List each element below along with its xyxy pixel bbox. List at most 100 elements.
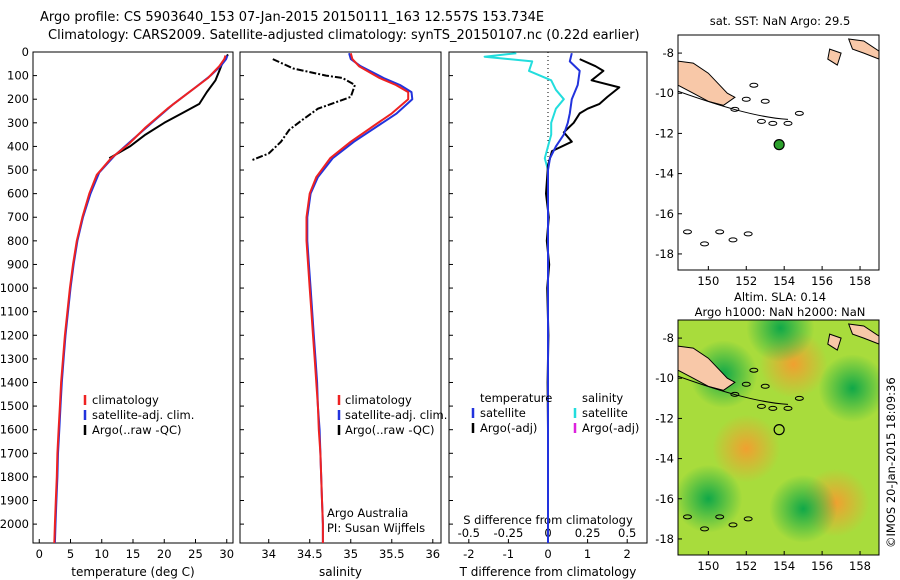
salinity-axis-label: salinity <box>319 565 362 579</box>
x-tick-label: 25 <box>188 547 203 561</box>
y-tick-label: 1800 <box>0 470 29 484</box>
y-tick-label: 300 <box>7 116 29 130</box>
annotation-pi: PI: Susan Wijffels <box>327 521 425 535</box>
island-outline <box>760 98 770 104</box>
island-outline <box>783 405 793 411</box>
y-tick-label: 900 <box>7 257 29 271</box>
map-y-tick-label: -18 <box>655 532 674 546</box>
annotation-institution: Argo Australia <box>327 506 408 520</box>
solomon-islands-landmass <box>847 38 879 60</box>
island-landmass <box>827 48 842 66</box>
map-y-tick-label: -14 <box>655 167 674 181</box>
y-tick-label: 100 <box>7 69 29 83</box>
island-outline <box>741 96 751 102</box>
x-tick-label: 35.5 <box>379 547 405 561</box>
map-frame <box>677 319 880 556</box>
island-outline <box>768 405 778 411</box>
y-tick-label: 600 <box>7 187 29 201</box>
y-tick-label: 1200 <box>0 328 29 342</box>
y-tick-label: 200 <box>7 92 29 106</box>
x-tick-label: -1 <box>503 547 514 561</box>
map-y-tick-label: -14 <box>655 452 674 466</box>
island-outline <box>760 383 770 389</box>
x-tick-label: 15 <box>126 547 141 561</box>
s-tick-label: -0.5 <box>458 526 480 540</box>
y-tick-label: 1000 <box>0 281 29 295</box>
sst-map-panel: 150 152 154 156 158 -8 -10 -12 -14 -16 -18 sat. SST… <box>655 14 880 288</box>
island-outline <box>749 367 759 373</box>
profile-title-line1: Argo profile: CS 5903640_153 07-Jan-2015… <box>40 10 545 25</box>
difference-series-line <box>547 52 581 543</box>
x-tick-label: 20 <box>157 547 172 561</box>
temperature-panel: 0100200300400500600700800900100011001200… <box>0 45 234 579</box>
sla-anomaly-blob <box>712 414 781 483</box>
island-outline <box>756 118 766 124</box>
sla-map-title-line1: Altim. SLA: 0.14 <box>734 290 826 304</box>
map-y-tick-label: -16 <box>655 207 674 221</box>
island-outline <box>728 237 738 243</box>
island-outline <box>728 522 738 528</box>
island-landmass <box>827 333 842 351</box>
x-tick-label: 35 <box>343 547 358 561</box>
legend-title-salinity: salinity <box>582 391 623 405</box>
argo-float-marker <box>773 139 785 151</box>
map-x-tick-label: 156 <box>811 559 833 573</box>
x-tick-label: 0 <box>36 547 43 561</box>
x-tick-label: 0 <box>544 547 551 561</box>
map-x-tick-label: 154 <box>773 274 795 288</box>
legend-label: Argo(..raw -QC) <box>345 423 435 437</box>
x-tick-label: 10 <box>94 547 109 561</box>
map-y-tick-label: -10 <box>655 86 674 100</box>
legend-label: climatology <box>92 393 159 407</box>
island-outline <box>700 526 710 532</box>
island-outline <box>682 229 692 235</box>
s-tick-label: 0.5 <box>618 526 636 540</box>
legend-label: Argo(-adj) <box>480 421 537 435</box>
x-tick-label: 34 <box>261 547 276 561</box>
y-tick-label: 2000 <box>0 517 29 531</box>
temperature-axis-label: temperature (deg C) <box>71 565 194 579</box>
map-y-tick-label: -12 <box>655 126 674 140</box>
x-tick-label: -2 <box>463 547 474 561</box>
map-x-tick-label: 150 <box>697 559 719 573</box>
x-tick-label: 5 <box>67 547 74 561</box>
island-outline <box>730 106 740 112</box>
papua-new-guinea-landmass <box>678 345 736 391</box>
island-outline <box>743 516 753 522</box>
island-outline <box>682 514 692 520</box>
x-tick-label: 34.5 <box>297 547 323 561</box>
y-tick-label: 1900 <box>0 494 29 508</box>
island-outline <box>783 120 793 126</box>
legend-label: satellite <box>480 406 526 420</box>
profile-title-line2: Climatology: CARS2009. Satellite-adjuste… <box>48 28 640 43</box>
sst-background <box>678 35 879 270</box>
difference-panel: -2 -1 0 1 2-0.5 -0.25 0 0.25 0.5S difference fro… <box>448 51 648 579</box>
island-outline <box>768 120 778 126</box>
y-tick-label: 700 <box>7 210 29 224</box>
island-outline <box>794 110 804 116</box>
map-y-tick-label: -18 <box>655 247 674 261</box>
map-y-tick-label: -10 <box>655 371 674 385</box>
x-tick-label: 36 <box>425 547 440 561</box>
legend-label: climatology <box>345 393 412 407</box>
legend-label: satellite-adj. clim. <box>345 408 447 422</box>
legend-title-temperature: temperature <box>480 391 552 405</box>
legend-label: Argo(-adj) <box>582 421 639 435</box>
reef-outline <box>678 375 789 405</box>
map-y-tick-label: -12 <box>655 411 674 425</box>
salinity-panel: 34 34.5 35 35.5 36 salinity climatologysatelli… <box>239 51 447 579</box>
imos-credit: ©IMOS 20-Jan-2015 18:09:36 <box>884 377 898 548</box>
map-frame <box>677 34 880 271</box>
map-y-tick-label: -8 <box>663 46 674 60</box>
sst-map-title: sat. SST: NaN Argo: 29.5 <box>710 14 851 28</box>
map-y-tick-label: -8 <box>663 331 674 345</box>
island-outline <box>794 395 804 401</box>
salinity-series-line <box>250 58 357 162</box>
map-x-tick-label: 158 <box>849 559 871 573</box>
sla-anomaly-blob <box>746 320 815 363</box>
temperature-frame <box>32 51 234 544</box>
island-outline <box>749 82 759 88</box>
island-outline <box>756 403 766 409</box>
temperature-series-line <box>108 53 229 160</box>
island-outline <box>730 391 740 397</box>
